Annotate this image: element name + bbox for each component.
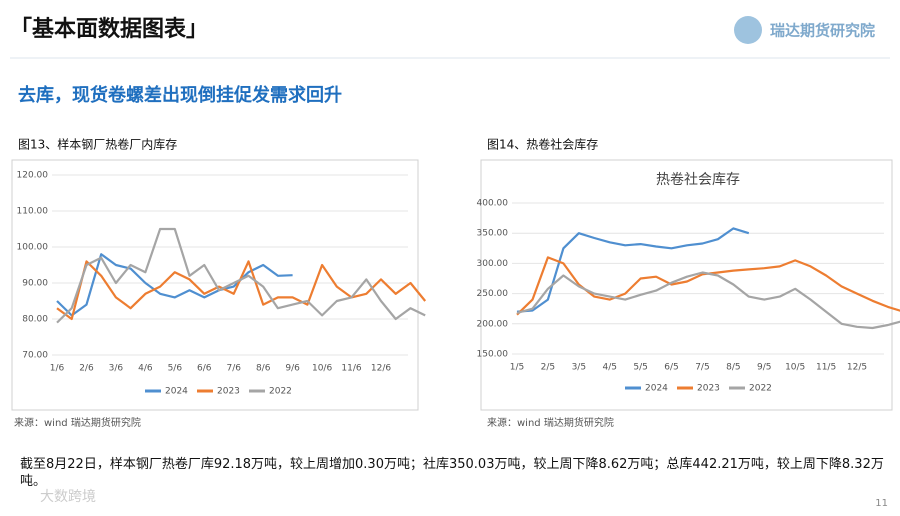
x-tick-label: 7/6	[226, 364, 241, 374]
series-line	[516, 271, 900, 330]
x-tick-label: 12/6	[371, 364, 391, 374]
chart-frame	[480, 159, 893, 411]
x-tick-label: 5/6	[168, 364, 183, 374]
subtitle: 去库，现货卷螺差出现倒挂促发需求回升	[18, 84, 342, 106]
caption: 图14、热卷社会库存	[487, 137, 598, 152]
x-tick-label: 11/5	[816, 363, 836, 373]
x-tick-label: 8/6	[256, 364, 271, 374]
logo-icon	[734, 16, 762, 44]
legend-label: 2022	[269, 387, 292, 397]
legend-label: 2024	[165, 387, 188, 397]
y-tick-label: 300.00	[477, 259, 509, 269]
x-tick-label: 9/5	[757, 363, 771, 373]
legend-label: 2023	[697, 384, 720, 394]
y-tick-label: 80.00	[22, 315, 48, 325]
legend-label: 2024	[645, 384, 668, 394]
x-tick-label: 4/6	[138, 364, 153, 374]
logo-text: 瑞达期货研究院	[770, 22, 875, 40]
series-line	[56, 260, 427, 321]
y-tick-label: 350.00	[477, 229, 509, 239]
chart-title: 热卷社会库存	[656, 172, 740, 188]
source: 来源：wind 瑞达期货研究院	[14, 416, 141, 429]
x-tick-label: 5/5	[633, 363, 647, 373]
x-tick-label: 12/5	[847, 363, 867, 373]
watermark: 大数跨境	[40, 489, 96, 505]
x-tick-label: 6/5	[664, 363, 678, 373]
header-title: 「基本面数据图表」	[10, 16, 208, 42]
series-line	[56, 227, 426, 324]
y-tick-label: 400.00	[477, 199, 509, 209]
x-tick-label: 1/5	[510, 363, 524, 373]
legend-label: 2023	[217, 387, 240, 397]
series-line	[516, 227, 750, 313]
page-number: 11	[875, 498, 888, 509]
y-tick-label: 120.00	[17, 171, 49, 181]
x-tick-label: 10/6	[312, 364, 332, 374]
y-tick-label: 200.00	[477, 319, 509, 329]
y-tick-label: 90.00	[22, 279, 48, 289]
y-tick-label: 100.00	[17, 243, 49, 253]
x-tick-label: 8/5	[726, 363, 740, 373]
paragraph: 截至8月22日，样本钢厂热卷厂库92.18万吨，较上周增加0.30万吨；社库35…	[20, 457, 884, 489]
x-tick-label: 4/5	[602, 363, 616, 373]
y-tick-label: 70.00	[22, 351, 48, 361]
x-tick-label: 7/5	[695, 363, 709, 373]
y-tick-label: 150.00	[477, 350, 509, 360]
x-tick-label: 3/5	[572, 363, 586, 373]
x-tick-label: 2/5	[541, 363, 555, 373]
source: 来源：wind 瑞达期货研究院	[487, 416, 614, 429]
x-tick-label: 10/5	[785, 363, 805, 373]
x-tick-label: 1/6	[50, 364, 65, 374]
x-tick-label: 9/6	[285, 364, 300, 374]
legend-label: 2022	[749, 384, 772, 394]
x-tick-label: 3/6	[109, 364, 124, 374]
y-tick-label: 110.00	[17, 207, 49, 217]
x-tick-label: 11/6	[341, 364, 361, 374]
y-tick-label: 250.00	[477, 289, 509, 299]
x-tick-label: 6/6	[197, 364, 212, 374]
caption: 图13、样本钢厂热卷厂内库存	[18, 137, 177, 152]
x-tick-label: 2/6	[79, 364, 94, 374]
